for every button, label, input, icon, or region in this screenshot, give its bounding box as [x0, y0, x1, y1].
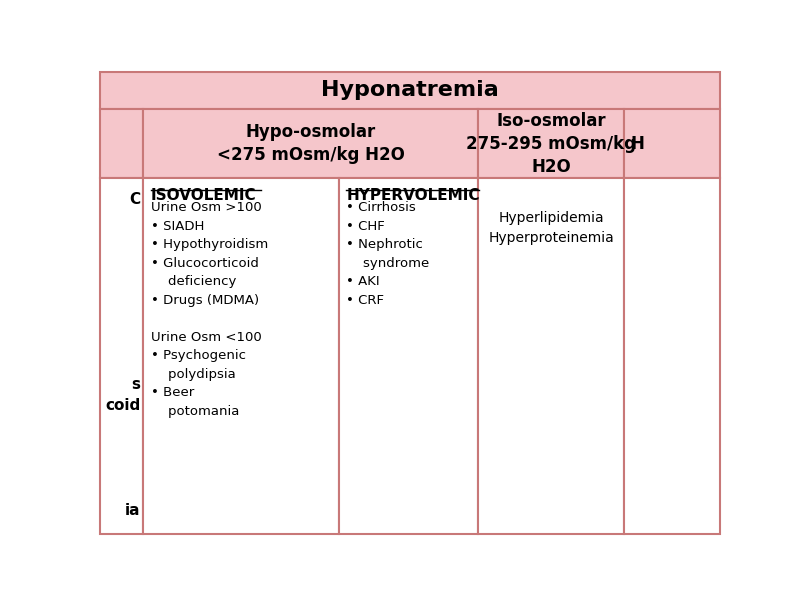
Text: ia: ia	[125, 503, 140, 518]
Text: Hyponatremia: Hyponatremia	[321, 80, 499, 100]
Bar	[624, 109, 720, 178]
Text: HYPERVOLEMIC: HYPERVOLEMIC	[346, 188, 480, 203]
Text: Hyperlipidemia
Hyperproteinemia: Hyperlipidemia Hyperproteinemia	[488, 211, 614, 245]
Bar	[624, 178, 720, 534]
Bar	[143, 109, 478, 178]
Bar	[478, 178, 624, 534]
Text: Iso-osmolar
275-295 mOsm/kg
H2O: Iso-osmolar 275-295 mOsm/kg H2O	[466, 112, 636, 176]
Bar	[100, 109, 143, 178]
Text: Urine Osm >100
• SIADH
• Hypothyroidism
• Glucocorticoid
    deficiency
• Drugs : Urine Osm >100 • SIADH • Hypothyroidism …	[151, 202, 268, 418]
Bar	[338, 178, 478, 534]
Text: ISOVOLEMIC: ISOVOLEMIC	[151, 188, 257, 203]
Text: • Cirrhosis
• CHF
• Nephrotic
    syndrome
• AKI
• CRF: • Cirrhosis • CHF • Nephrotic syndrome •…	[346, 202, 430, 307]
Text: H: H	[630, 134, 644, 152]
Bar	[478, 109, 624, 178]
Bar	[100, 72, 720, 109]
Bar	[100, 178, 143, 534]
Text: C: C	[129, 192, 140, 207]
Bar	[143, 178, 338, 534]
Text: Hypo-osmolar
<275 mOsm/kg H2O: Hypo-osmolar <275 mOsm/kg H2O	[217, 123, 405, 164]
Text: s
coid: s coid	[105, 377, 140, 413]
